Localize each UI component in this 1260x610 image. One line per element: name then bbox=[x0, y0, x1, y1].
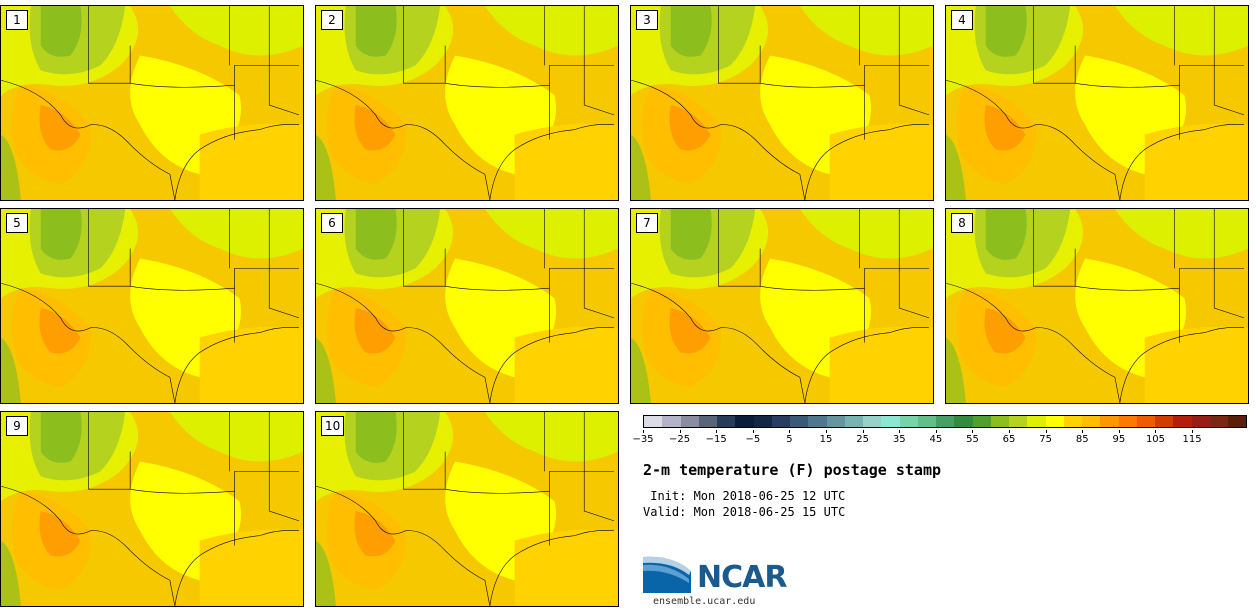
colorbar-swatch bbox=[1136, 416, 1155, 427]
colorbar-tick bbox=[679, 430, 681, 433]
colorbar-swatch bbox=[717, 416, 736, 427]
temperature-colorbar bbox=[643, 415, 1247, 428]
colorbar-swatch bbox=[1191, 416, 1210, 427]
colorbar-tick bbox=[789, 430, 791, 433]
colorbar-tick bbox=[899, 430, 901, 433]
colorbar-swatch bbox=[662, 416, 681, 427]
colorbar-tick bbox=[1045, 430, 1047, 433]
colorbar-swatch bbox=[680, 416, 699, 427]
colorbar-swatch bbox=[644, 416, 663, 427]
colorbar-tick-label: 75 bbox=[1039, 434, 1053, 445]
colorbar-tick-label: 55 bbox=[966, 434, 979, 445]
colorbar-tick-label: −35 bbox=[632, 434, 654, 445]
colorbar-tick bbox=[1082, 430, 1084, 433]
colorbar-swatch bbox=[1118, 416, 1137, 427]
colorbar-swatch bbox=[1082, 416, 1101, 427]
plot-title: 2-m temperature (F) postage stamp bbox=[643, 461, 942, 479]
map-panel: 6 bbox=[315, 208, 619, 404]
map-panel: 3 bbox=[630, 5, 934, 201]
colorbar-tick bbox=[1155, 430, 1157, 433]
colorbar-swatch bbox=[1027, 416, 1046, 427]
colorbar-swatch bbox=[1063, 416, 1082, 427]
colorbar-tick bbox=[716, 430, 718, 433]
colorbar-tick-label: 35 bbox=[892, 434, 906, 445]
colorbar-swatch bbox=[863, 416, 882, 427]
colorbar-tick bbox=[935, 430, 937, 433]
map-panel: 2 bbox=[315, 5, 619, 201]
colorbar-tick-label: 65 bbox=[1002, 434, 1016, 445]
colorbar-swatch bbox=[1228, 416, 1247, 427]
map-panel: 7 bbox=[630, 208, 934, 404]
map-panel: 4 bbox=[945, 5, 1249, 201]
colorbar-tick bbox=[1009, 430, 1011, 433]
colorbar-tick-label: −15 bbox=[705, 434, 727, 445]
colorbar-swatch bbox=[698, 416, 717, 427]
map-panel: 8 bbox=[945, 208, 1249, 404]
map-panel: 10 bbox=[315, 411, 619, 607]
colorbar-swatch bbox=[735, 416, 754, 427]
init-time: Init: Mon 2018-06-25 12 UTC bbox=[643, 489, 846, 503]
panel-number-label: 1 bbox=[6, 10, 28, 30]
panel-number-label: 9 bbox=[6, 416, 28, 436]
colorbar-swatch bbox=[1173, 416, 1192, 427]
colorbar-swatch bbox=[936, 416, 955, 427]
colorbar-swatch bbox=[844, 416, 863, 427]
panel-number-label: 2 bbox=[321, 10, 343, 30]
colorbar-tick-labels: −35 −25 −15 −5 5 15 25 35 45 55 65 75 85 95 105 115 bbox=[632, 430, 1247, 446]
colorbar-tick bbox=[1192, 430, 1194, 433]
map-panel: 5 bbox=[0, 208, 304, 404]
colorbar-swatch bbox=[990, 416, 1009, 427]
valid-time: Valid: Mon 2018-06-25 15 UTC bbox=[643, 505, 846, 519]
panel-number-label: 4 bbox=[951, 10, 973, 30]
colorbar-swatch bbox=[972, 416, 991, 427]
map-panel: 9 bbox=[0, 411, 304, 607]
colorbar-tick bbox=[1118, 430, 1120, 433]
colorbar-swatch bbox=[753, 416, 772, 427]
colorbar-swatch bbox=[771, 416, 790, 427]
colorbar-tick-label: −25 bbox=[669, 434, 691, 445]
panel-number-label: 3 bbox=[636, 10, 658, 30]
colorbar-tick-label: 5 bbox=[786, 434, 793, 445]
panel-number-label: 7 bbox=[636, 213, 658, 233]
map-panel: 1 bbox=[0, 5, 304, 201]
panel-number-label: 8 bbox=[951, 213, 973, 233]
colorbar-swatch bbox=[1100, 416, 1119, 427]
colorbar-swatch bbox=[1009, 416, 1028, 427]
colorbar-swatch bbox=[790, 416, 809, 427]
panel-number-label: 10 bbox=[321, 416, 345, 436]
site-url: ensemble.ucar.edu bbox=[653, 596, 756, 607]
colorbar-tick-label: 115 bbox=[1182, 434, 1202, 445]
colorbar-tick-label: 15 bbox=[819, 434, 833, 445]
colorbar-tick bbox=[643, 430, 644, 433]
colorbar-tick-label: −5 bbox=[745, 434, 761, 445]
colorbar-swatch bbox=[1045, 416, 1064, 427]
colorbar-swatch bbox=[1209, 416, 1228, 427]
colorbar-swatch bbox=[1155, 416, 1174, 427]
colorbar-tick bbox=[826, 430, 828, 433]
colorbar-swatch bbox=[808, 416, 827, 427]
panel-number-label: 5 bbox=[6, 213, 28, 233]
colorbar-swatch bbox=[917, 416, 936, 427]
colorbar-tick bbox=[752, 430, 754, 433]
colorbar-swatch bbox=[826, 416, 845, 427]
colorbar-swatch bbox=[881, 416, 900, 427]
colorbar-tick bbox=[862, 430, 864, 433]
colorbar-swatch bbox=[954, 416, 973, 427]
colorbar-tick-label: 95 bbox=[1112, 434, 1126, 445]
colorbar-tick-label: 25 bbox=[856, 434, 869, 445]
ncar-logo-icon bbox=[643, 556, 691, 593]
colorbar-tick-label: 45 bbox=[929, 434, 943, 445]
colorbar-tick bbox=[972, 430, 974, 433]
colorbar-swatch bbox=[899, 416, 918, 427]
ncar-logo-text: NCAR bbox=[697, 560, 787, 595]
colorbar-tick-label: 105 bbox=[1145, 434, 1166, 445]
panel-number-label: 6 bbox=[321, 213, 343, 233]
colorbar-tick-label: 85 bbox=[1075, 434, 1089, 445]
